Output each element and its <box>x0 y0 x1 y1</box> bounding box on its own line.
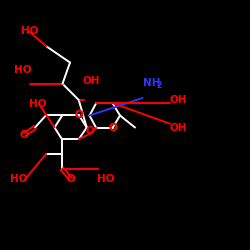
Text: O: O <box>74 110 83 120</box>
Text: HO: HO <box>29 99 46 109</box>
Text: 2: 2 <box>156 81 162 90</box>
Text: HO: HO <box>14 65 31 75</box>
Text: OH: OH <box>170 95 188 105</box>
Text: HO: HO <box>21 26 39 36</box>
Text: O: O <box>108 123 117 133</box>
Text: O: O <box>86 126 94 136</box>
Text: HO: HO <box>10 174 28 184</box>
Text: HO: HO <box>98 174 115 184</box>
Text: O: O <box>66 174 75 184</box>
Text: O: O <box>20 130 28 140</box>
Text: NH: NH <box>142 78 160 88</box>
Text: OH: OH <box>170 123 188 133</box>
Text: OH: OH <box>82 76 100 86</box>
Text: O: O <box>108 123 117 133</box>
Text: O: O <box>74 110 83 120</box>
